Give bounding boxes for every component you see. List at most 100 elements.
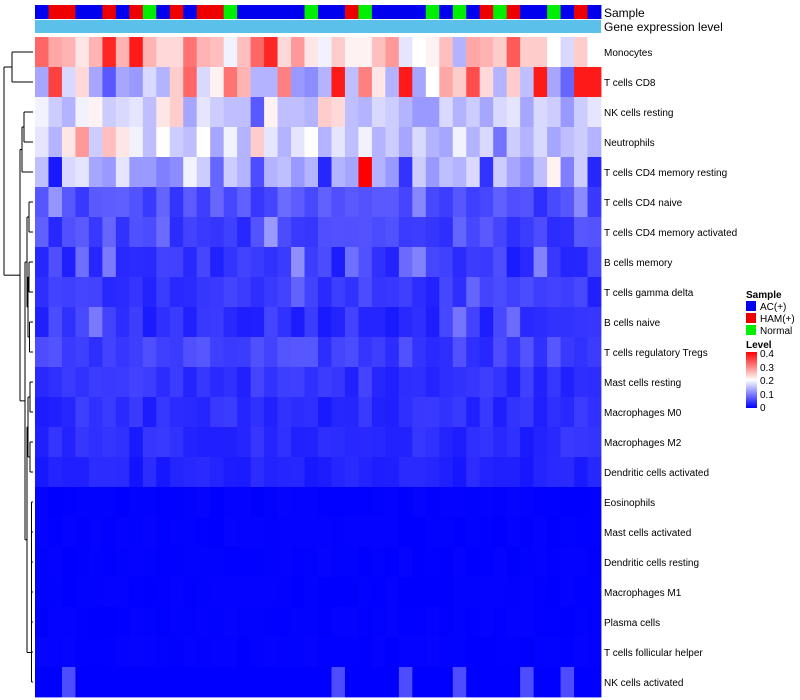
- heatmap-cell-r14-c5: [102, 457, 117, 488]
- heatmap-cell-r4-c18: [277, 157, 292, 188]
- heatmap-cell-r9-c4: [88, 307, 103, 338]
- heatmap-cell-r10-c18: [277, 337, 292, 368]
- heatmap-cell-r0-c41: [587, 37, 602, 68]
- heatmap-cell-r8-c21: [318, 277, 332, 308]
- heatmap-cell-r15-c16: [250, 487, 265, 518]
- heatmap-cell-r14-c8: [142, 457, 157, 488]
- heatmap-cell-r5-c40: [574, 187, 588, 218]
- heatmap-cell-r12-c15: [237, 397, 252, 428]
- heatmap-cell-r21-c12: [196, 667, 211, 698]
- heatmap-cell-r19-c30: [439, 607, 454, 638]
- heatmap-cell-r12-c36: [520, 397, 535, 428]
- heatmap-cell-r20-c18: [277, 637, 292, 668]
- heatmap-cell-r21-c30: [439, 667, 454, 698]
- level-tick-0.2: 0.2: [760, 376, 774, 387]
- heatmap-cell-r8-c38: [547, 277, 561, 308]
- heatmap-cell-r7-c4: [88, 247, 103, 278]
- heatmap-cell-r15-c2: [61, 487, 76, 518]
- heatmap-cell-r11-c15: [237, 367, 252, 398]
- heatmap-cell-r5-c29: [425, 187, 440, 218]
- heatmap-cell-r8-c34: [493, 277, 508, 308]
- heatmap-cell-r1-c30: [439, 67, 454, 98]
- sample-cell-40: [574, 5, 588, 19]
- heatmap-cell-r3-c13: [210, 127, 225, 158]
- heatmap-cell-r14-c19: [291, 457, 305, 488]
- heatmap-cell-r9-c8: [142, 307, 157, 338]
- heatmap-cell-r19-c36: [520, 607, 535, 638]
- heatmap-cell-r1-c16: [250, 67, 265, 98]
- heatmap-cell-r11-c13: [210, 367, 225, 398]
- heatmap-cell-r20-c14: [223, 637, 238, 668]
- heatmap-cell-r15-c35: [506, 487, 521, 518]
- heatmap-cell-r1-c20: [304, 67, 319, 98]
- heatmap-cell-r16-c1: [48, 517, 63, 548]
- row-label-21: NK cells activated: [604, 678, 683, 689]
- heatmap-cell-r20-c15: [237, 637, 252, 668]
- heatmap-cell-r16-c14: [223, 517, 238, 548]
- heatmap-cell-r2-c11: [183, 97, 198, 128]
- heatmap-cell-r11-c12: [196, 367, 211, 398]
- heatmap-cell-r5-c2: [61, 187, 76, 218]
- heatmap-cell-r12-c27: [398, 397, 413, 428]
- heatmap-cell-r11-c3: [75, 367, 90, 398]
- heatmap-cell-r19-c10: [169, 607, 184, 638]
- heatmap-cell-r17-c27: [398, 547, 413, 578]
- heatmap-cell-r7-c13: [210, 247, 225, 278]
- heatmap-cell-r7-c41: [587, 247, 602, 278]
- heatmap-cell-r19-c27: [398, 607, 413, 638]
- heatmap-cell-r6-c16: [250, 217, 265, 248]
- heatmap-cell-r6-c29: [425, 217, 440, 248]
- heatmap-cell-r20-c20: [304, 637, 319, 668]
- heatmap-cell-r19-c15: [237, 607, 252, 638]
- heatmap-cell-r18-c20: [304, 577, 319, 608]
- heatmap-cell-r5-c16: [250, 187, 265, 218]
- heatmap-cell-r7-c19: [291, 247, 305, 278]
- heatmap-cell-r0-c30: [439, 37, 454, 68]
- heatmap-cell-r5-c15: [237, 187, 252, 218]
- heatmap-cell-r19-c32: [466, 607, 481, 638]
- heatmap-cell-r21-c11: [183, 667, 198, 698]
- heatmap-cell-r3-c9: [156, 127, 171, 158]
- heatmap-cell-r13-c39: [560, 427, 575, 458]
- heatmap-cell-r12-c37: [533, 397, 548, 428]
- heatmap-cell-r6-c18: [277, 217, 292, 248]
- heatmap-cell-r4-c37: [533, 157, 548, 188]
- heatmap-cell-r1-c35: [506, 67, 521, 98]
- row-label-0: Monocytes: [604, 48, 652, 59]
- heatmap-cell-r12-c24: [358, 397, 373, 428]
- heatmap-cell-r15-c41: [587, 487, 602, 518]
- legend-swatch-ac: [746, 301, 756, 311]
- heatmap-cell-r19-c33: [479, 607, 494, 638]
- heatmap-cell-r21-c10: [169, 667, 184, 698]
- heatmap-cell-r16-c13: [210, 517, 225, 548]
- row-label-16: Mast cells activated: [604, 528, 691, 539]
- heatmap-cell-r2-c21: [318, 97, 332, 128]
- heatmap-cell-r15-c33: [479, 487, 494, 518]
- heatmap-cell-r0-c32: [466, 37, 481, 68]
- heatmap-cell-r8-c24: [358, 277, 373, 308]
- heatmap-cell-r5-c32: [466, 187, 481, 218]
- heatmap-cell-r13-c21: [318, 427, 332, 458]
- heatmap-cell-r21-c37: [533, 667, 548, 698]
- heatmap-cell-r16-c5: [102, 517, 117, 548]
- sample-cell-30: [439, 5, 454, 19]
- heatmap-cell-r15-c27: [398, 487, 413, 518]
- legend-label-ac: AC(+): [760, 302, 786, 313]
- heatmap-cell-r18-c15: [237, 577, 252, 608]
- heatmap-cell-r7-c16: [250, 247, 265, 278]
- heatmap-cell-r5-c12: [196, 187, 211, 218]
- heatmap-cell-r10-c34: [493, 337, 508, 368]
- heatmap-cell-r8-c26: [385, 277, 400, 308]
- heatmap-cell-r13-c27: [398, 427, 413, 458]
- heatmap-cell-r21-c21: [318, 667, 332, 698]
- heatmap-cell-r5-c22: [331, 187, 346, 218]
- heatmap-cell-r9-c24: [358, 307, 373, 338]
- heatmap-cell-r7-c27: [398, 247, 413, 278]
- heatmap-cell-r1-c31: [452, 67, 467, 98]
- heatmap-cell-r16-c39: [560, 517, 575, 548]
- heatmap-cell-r20-c25: [371, 637, 386, 668]
- heatmap-cell-r17-c1: [48, 547, 63, 578]
- heatmap-cell-r9-c20: [304, 307, 319, 338]
- sample-cell-23: [344, 5, 359, 19]
- heatmap-cell-r5-c35: [506, 187, 521, 218]
